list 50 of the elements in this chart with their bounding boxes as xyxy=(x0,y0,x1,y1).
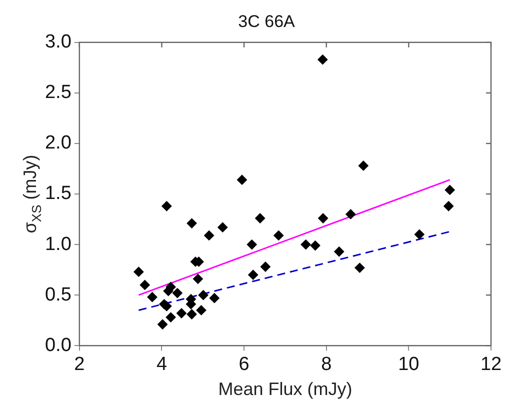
point xyxy=(414,229,424,240)
point xyxy=(192,274,203,284)
point xyxy=(204,230,214,240)
point xyxy=(346,209,356,220)
y-tick-label: 1.5 xyxy=(44,183,72,204)
y-tick-label: 2.5 xyxy=(44,82,72,104)
point xyxy=(248,270,258,280)
y-tick-label: 0.5 xyxy=(44,284,72,306)
y-axis-title: σXS (mJy) xyxy=(20,154,44,234)
x-axis-title: Mean Flux (mJy) xyxy=(218,379,352,400)
point xyxy=(186,309,197,320)
point xyxy=(354,262,365,273)
point xyxy=(260,262,270,272)
point xyxy=(444,184,455,195)
x-tick-label: 8 xyxy=(321,354,332,376)
point xyxy=(246,240,257,250)
x-tick-label: 12 xyxy=(480,354,502,376)
point xyxy=(158,319,168,330)
x-tick-label: 4 xyxy=(156,354,168,376)
x-tick-label: 6 xyxy=(238,354,250,376)
point xyxy=(310,240,320,251)
point xyxy=(134,266,144,277)
y-tick-label: 1.0 xyxy=(44,234,72,255)
point xyxy=(198,290,208,300)
point xyxy=(218,222,228,232)
point xyxy=(318,54,328,65)
point xyxy=(358,160,368,171)
point xyxy=(300,240,311,250)
point xyxy=(186,218,197,228)
point xyxy=(255,213,266,224)
point xyxy=(166,282,176,292)
point xyxy=(162,201,172,212)
point xyxy=(147,292,158,302)
point xyxy=(444,201,454,212)
x-tick-label: 2 xyxy=(74,354,85,376)
point xyxy=(166,312,176,322)
point xyxy=(236,174,247,185)
point xyxy=(209,293,220,304)
point xyxy=(140,280,150,290)
point xyxy=(196,305,206,316)
y-tick-label: 0.0 xyxy=(44,334,72,356)
chart-title: 3C 66A xyxy=(238,12,296,31)
point xyxy=(318,213,328,224)
point xyxy=(172,288,182,298)
y-tick-label: 3.0 xyxy=(44,32,72,53)
point xyxy=(334,246,344,257)
point xyxy=(176,308,186,318)
x-tick-label: 10 xyxy=(398,354,420,376)
y-tick-label: 2.0 xyxy=(44,132,72,154)
point xyxy=(274,230,284,240)
